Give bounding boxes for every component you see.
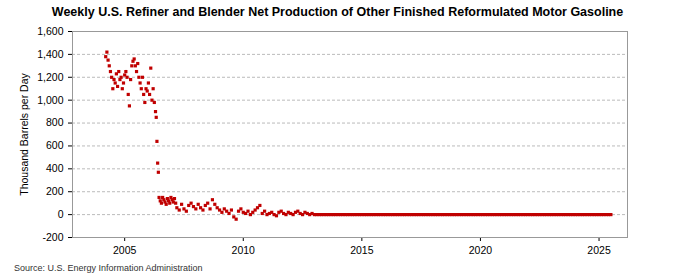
svg-text:600: 600 — [46, 139, 64, 151]
svg-text:1,400: 1,400 — [37, 48, 63, 60]
svg-text:0: 0 — [58, 208, 64, 220]
svg-text:Thousand Barrels per Day: Thousand Barrels per Day — [18, 72, 30, 195]
svg-text:1,000: 1,000 — [37, 94, 63, 106]
html-text:Source: U.S. Energy Informatio: Source: U.S. Energy Information Administ… — [14, 263, 203, 273]
html-text:Weekly U.S. Refiner and Blende: Weekly U.S. Refiner and Blender Net Prod… — [51, 5, 624, 19]
svg-text:400: 400 — [46, 162, 64, 174]
svg-text:1,200: 1,200 — [37, 71, 63, 83]
svg-text:2025: 2025 — [587, 244, 611, 256]
svg-text:2020: 2020 — [469, 244, 493, 256]
svg-text:800: 800 — [46, 116, 64, 128]
svg-text:2010: 2010 — [232, 244, 256, 256]
svg-text:1,600: 1,600 — [37, 25, 63, 37]
svg-text:-200: -200 — [42, 231, 63, 243]
svg-text:200: 200 — [46, 185, 64, 197]
svg-text:2015: 2015 — [350, 244, 374, 256]
svg-text:2005: 2005 — [113, 244, 137, 256]
